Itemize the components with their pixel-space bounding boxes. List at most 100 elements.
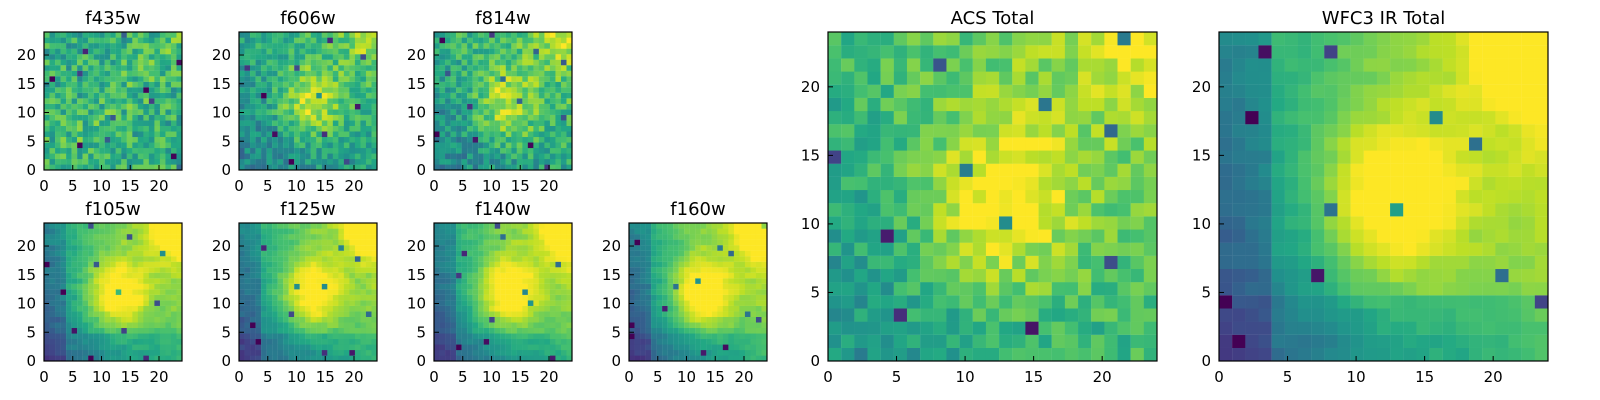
heatmap-cell [71, 311, 78, 317]
heatmap-cell [959, 282, 973, 296]
heatmap-cell [272, 70, 278, 77]
heatmap-cell [544, 32, 551, 38]
heatmap-cell [467, 164, 473, 171]
heatmap-cell [516, 164, 523, 171]
heatmap-cell [338, 164, 345, 171]
heatmap-cell [354, 289, 361, 295]
heatmap-cell [148, 120, 155, 126]
heatmap-cell [104, 355, 111, 362]
heatmap-cell [343, 120, 350, 126]
heatmap-cell [549, 70, 556, 77]
heatmap-cell [44, 355, 50, 362]
heatmap-cell [327, 256, 333, 262]
heatmap-cell [121, 327, 127, 334]
heatmap-cell [99, 261, 105, 268]
heatmap-cell [66, 355, 72, 362]
heatmap-cell [1091, 242, 1105, 256]
heatmap-cell [439, 272, 446, 279]
heatmap-cell [365, 92, 372, 99]
heatmap-cell [55, 59, 61, 66]
heatmap-cell [629, 283, 635, 290]
heatmap-cell [511, 283, 517, 290]
heatmap-cell [338, 300, 345, 306]
heatmap-cell [841, 334, 855, 348]
heatmap-cell [700, 228, 707, 235]
heatmap-cell [110, 114, 116, 121]
heatmap-cell [483, 114, 490, 121]
heatmap-cell [522, 311, 528, 317]
heatmap-cell [722, 261, 729, 268]
heatmap-cell [538, 228, 545, 235]
x-tick-label: 20 [149, 368, 168, 386]
heatmap-cell [434, 327, 440, 334]
heatmap-cell [1143, 216, 1158, 230]
heatmap-cell [104, 65, 111, 71]
heatmap-cell [71, 272, 78, 279]
heatmap-cell [684, 245, 690, 251]
heatmap-cell [93, 59, 100, 66]
heatmap-cell [299, 37, 306, 44]
heatmap-cell [332, 278, 339, 284]
heatmap-cell [277, 153, 284, 160]
heatmap-cell [327, 164, 333, 171]
heatmap-cell [365, 289, 372, 295]
heatmap-cell [44, 327, 50, 334]
heatmap-cell [522, 164, 528, 171]
heatmap-cell [478, 272, 484, 279]
heatmap-cell [667, 349, 674, 356]
heatmap-cell [711, 300, 718, 306]
heatmap-cell [527, 355, 534, 362]
heatmap-cell [634, 344, 641, 351]
heatmap-cell [316, 278, 322, 284]
heatmap-cell [533, 136, 540, 143]
heatmap-cell [66, 59, 72, 66]
heatmap-cell [354, 114, 361, 121]
heatmap-cell [920, 203, 934, 217]
x-tick-label: 15 [121, 368, 140, 386]
heatmap-cell [137, 250, 144, 257]
heatmap-cell [538, 278, 545, 284]
heatmap-cell [893, 347, 908, 362]
heatmap-cell [494, 333, 501, 340]
heatmap-cell [478, 131, 484, 138]
heatmap-cell [272, 344, 278, 351]
heatmap-cell [566, 153, 573, 160]
heatmap-cell [343, 81, 350, 88]
heatmap-cell [343, 158, 350, 165]
heatmap-cell [467, 65, 473, 71]
heatmap-cell [365, 153, 372, 160]
heatmap-cell [77, 81, 83, 88]
heatmap-cell [880, 124, 894, 138]
heatmap-cell [841, 282, 855, 296]
heatmap-cell [744, 261, 751, 268]
heatmap-cell [711, 283, 718, 290]
heatmap-cell [261, 98, 267, 104]
heatmap-cell [93, 65, 100, 71]
heatmap-cell [920, 295, 934, 309]
heatmap-cell [478, 261, 484, 268]
heatmap-cell [450, 37, 457, 44]
heatmap-cell [82, 98, 89, 104]
heatmap-cell [505, 70, 512, 77]
heatmap-cell [299, 333, 306, 340]
heatmap-cell [244, 300, 251, 306]
heatmap-cell [467, 316, 473, 323]
heatmap-cell [733, 311, 740, 317]
heatmap-cell [985, 321, 1000, 335]
heatmap-cell [143, 32, 150, 38]
heatmap-cell [71, 355, 78, 362]
heatmap-cell [456, 322, 462, 329]
heatmap-cell [132, 327, 138, 334]
heatmap-cell [761, 344, 768, 351]
heatmap-cell [110, 37, 116, 44]
y-tick-label: 15 [407, 266, 426, 284]
x-tick-label: 5 [458, 368, 468, 386]
heatmap-cell [82, 54, 89, 60]
heatmap-cell [439, 103, 446, 110]
heatmap-cell [261, 70, 267, 77]
heatmap-cell [176, 294, 183, 301]
heatmap-cell [159, 305, 166, 312]
heatmap-cell [434, 338, 440, 345]
heatmap-cell [60, 311, 67, 317]
heatmap-cell [132, 32, 138, 38]
